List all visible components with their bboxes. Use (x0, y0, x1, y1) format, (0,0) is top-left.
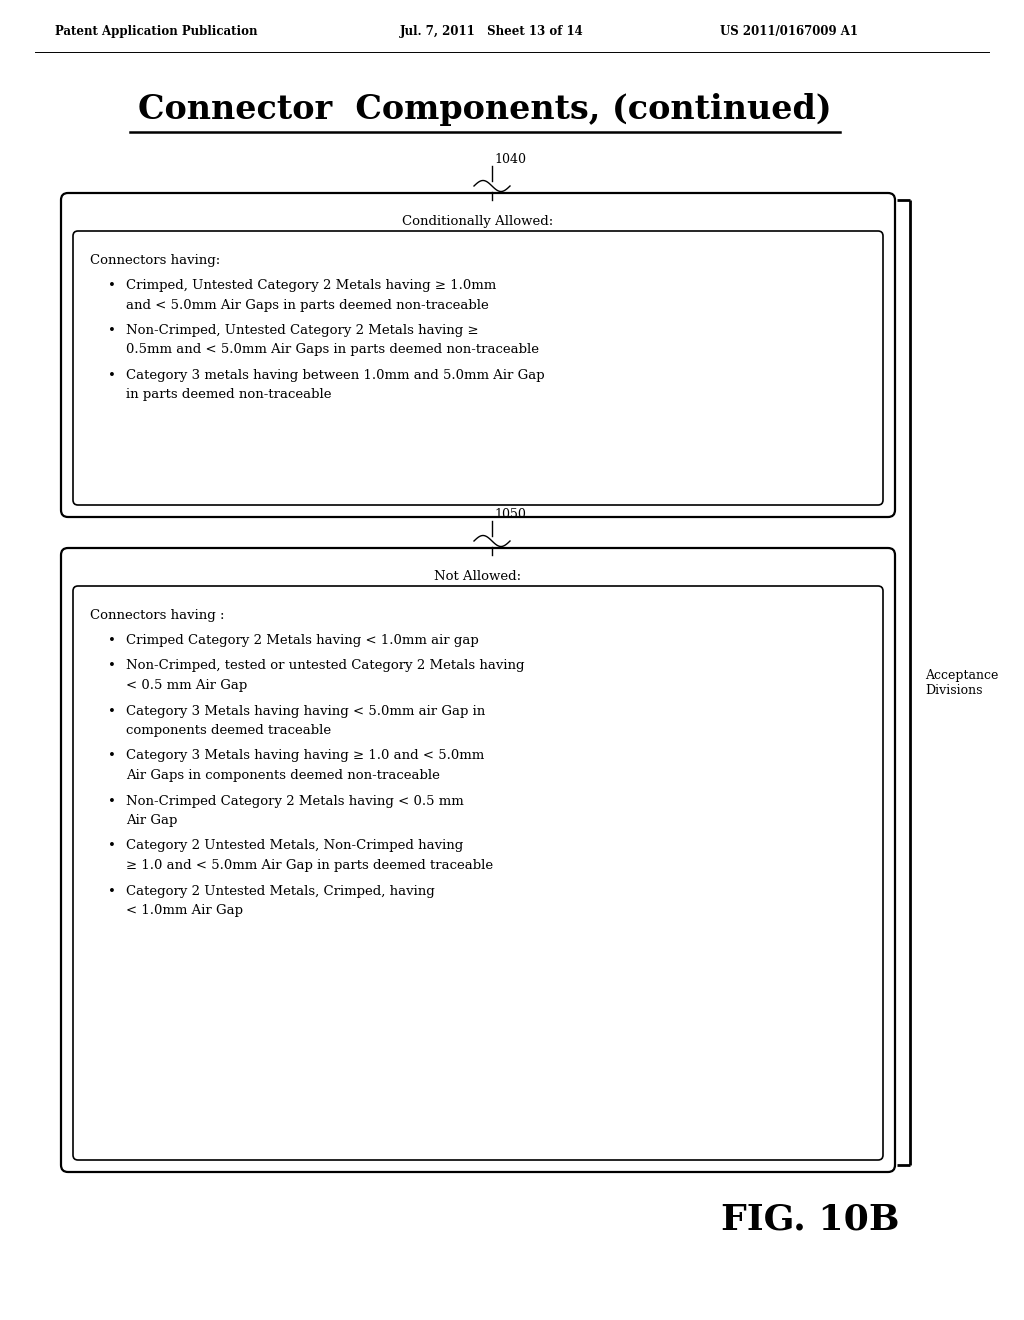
Text: •: • (108, 634, 116, 647)
Text: 1050: 1050 (494, 508, 526, 521)
Text: Category 2 Untested Metals, Non-Crimped having: Category 2 Untested Metals, Non-Crimped … (126, 840, 463, 853)
FancyBboxPatch shape (61, 548, 895, 1172)
Text: •: • (108, 795, 116, 808)
Text: US 2011/0167009 A1: US 2011/0167009 A1 (720, 25, 858, 38)
Text: and < 5.0mm Air Gaps in parts deemed non-traceable: and < 5.0mm Air Gaps in parts deemed non… (126, 298, 488, 312)
Text: FIG. 10B: FIG. 10B (721, 1203, 899, 1237)
Text: Crimped Category 2 Metals having < 1.0mm air gap: Crimped Category 2 Metals having < 1.0mm… (126, 634, 479, 647)
Text: •: • (108, 705, 116, 718)
Text: Non-Crimped, Untested Category 2 Metals having ≥: Non-Crimped, Untested Category 2 Metals … (126, 323, 478, 337)
Text: •: • (108, 279, 116, 292)
Text: Conditionally Allowed:: Conditionally Allowed: (402, 215, 554, 227)
Text: Connectors having:: Connectors having: (90, 253, 220, 267)
Text: •: • (108, 840, 116, 853)
Text: Jul. 7, 2011   Sheet 13 of 14: Jul. 7, 2011 Sheet 13 of 14 (400, 25, 584, 38)
Text: in parts deemed non-traceable: in parts deemed non-traceable (126, 388, 332, 401)
Text: Crimped, Untested Category 2 Metals having ≥ 1.0mm: Crimped, Untested Category 2 Metals havi… (126, 279, 497, 292)
Text: Non-Crimped Category 2 Metals having < 0.5 mm: Non-Crimped Category 2 Metals having < 0… (126, 795, 464, 808)
Text: Acceptance
Divisions: Acceptance Divisions (925, 668, 998, 697)
Text: components deemed traceable: components deemed traceable (126, 723, 331, 737)
Text: Patent Application Publication: Patent Application Publication (55, 25, 257, 38)
Text: Air Gap: Air Gap (126, 814, 177, 828)
Text: •: • (108, 370, 116, 381)
Text: Category 2 Untested Metals, Crimped, having: Category 2 Untested Metals, Crimped, hav… (126, 884, 435, 898)
Text: •: • (108, 660, 116, 672)
Text: •: • (108, 323, 116, 337)
Text: Category 3 Metals having having ≥ 1.0 and < 5.0mm: Category 3 Metals having having ≥ 1.0 an… (126, 750, 484, 763)
Text: Category 3 metals having between 1.0mm and 5.0mm Air Gap: Category 3 metals having between 1.0mm a… (126, 370, 545, 381)
Text: 1040: 1040 (494, 153, 526, 166)
Text: •: • (108, 884, 116, 898)
Text: 0.5mm and < 5.0mm Air Gaps in parts deemed non-traceable: 0.5mm and < 5.0mm Air Gaps in parts deem… (126, 343, 539, 356)
Text: Non-Crimped, tested or untested Category 2 Metals having: Non-Crimped, tested or untested Category… (126, 660, 524, 672)
Text: Connector  Components, (continued): Connector Components, (continued) (138, 94, 831, 127)
FancyBboxPatch shape (73, 586, 883, 1160)
Text: Category 3 Metals having having < 5.0mm air Gap in: Category 3 Metals having having < 5.0mm … (126, 705, 485, 718)
Text: < 1.0mm Air Gap: < 1.0mm Air Gap (126, 904, 243, 917)
Text: ≥ 1.0 and < 5.0mm Air Gap in parts deemed traceable: ≥ 1.0 and < 5.0mm Air Gap in parts deeme… (126, 859, 494, 873)
Text: Connectors having :: Connectors having : (90, 609, 224, 622)
Text: •: • (108, 750, 116, 763)
Text: Not Allowed:: Not Allowed: (434, 569, 521, 582)
Text: < 0.5 mm Air Gap: < 0.5 mm Air Gap (126, 678, 247, 692)
FancyBboxPatch shape (61, 193, 895, 517)
FancyBboxPatch shape (73, 231, 883, 506)
Text: Air Gaps in components deemed non-traceable: Air Gaps in components deemed non-tracea… (126, 770, 440, 781)
